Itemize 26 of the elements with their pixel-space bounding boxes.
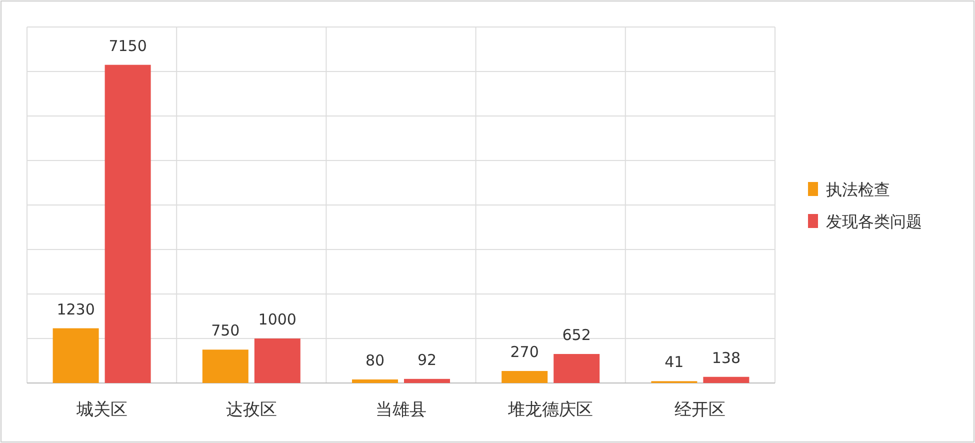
data-label: 138 bbox=[712, 348, 741, 367]
data-label: 7150 bbox=[108, 36, 147, 55]
x-tick-label: 达孜区 bbox=[226, 400, 277, 420]
bar bbox=[254, 338, 300, 383]
data-label: 1230 bbox=[56, 300, 95, 318]
bar bbox=[52, 328, 99, 383]
bar bbox=[352, 379, 398, 383]
data-label: 652 bbox=[562, 326, 591, 344]
legend-label: 执法检查 bbox=[826, 180, 890, 199]
bar bbox=[404, 378, 450, 383]
bar bbox=[202, 350, 248, 383]
data-label: 750 bbox=[211, 322, 240, 340]
data-label: 1000 bbox=[258, 310, 296, 328]
data-label: 80 bbox=[365, 351, 385, 370]
legend-label: 发现各类问题 bbox=[826, 212, 922, 231]
x-tick-label: 堆龙德庆区 bbox=[507, 400, 594, 420]
data-label: 41 bbox=[664, 353, 684, 372]
bar bbox=[703, 376, 750, 383]
bar bbox=[104, 64, 151, 383]
data-label: 92 bbox=[417, 350, 437, 369]
x-tick-label: 城关区 bbox=[75, 400, 128, 420]
x-tick-label: 经开区 bbox=[674, 400, 726, 420]
bar bbox=[554, 354, 600, 383]
data-label: 270 bbox=[510, 342, 539, 361]
x-tick-label: 当雄县 bbox=[376, 400, 426, 420]
bar bbox=[502, 370, 548, 383]
